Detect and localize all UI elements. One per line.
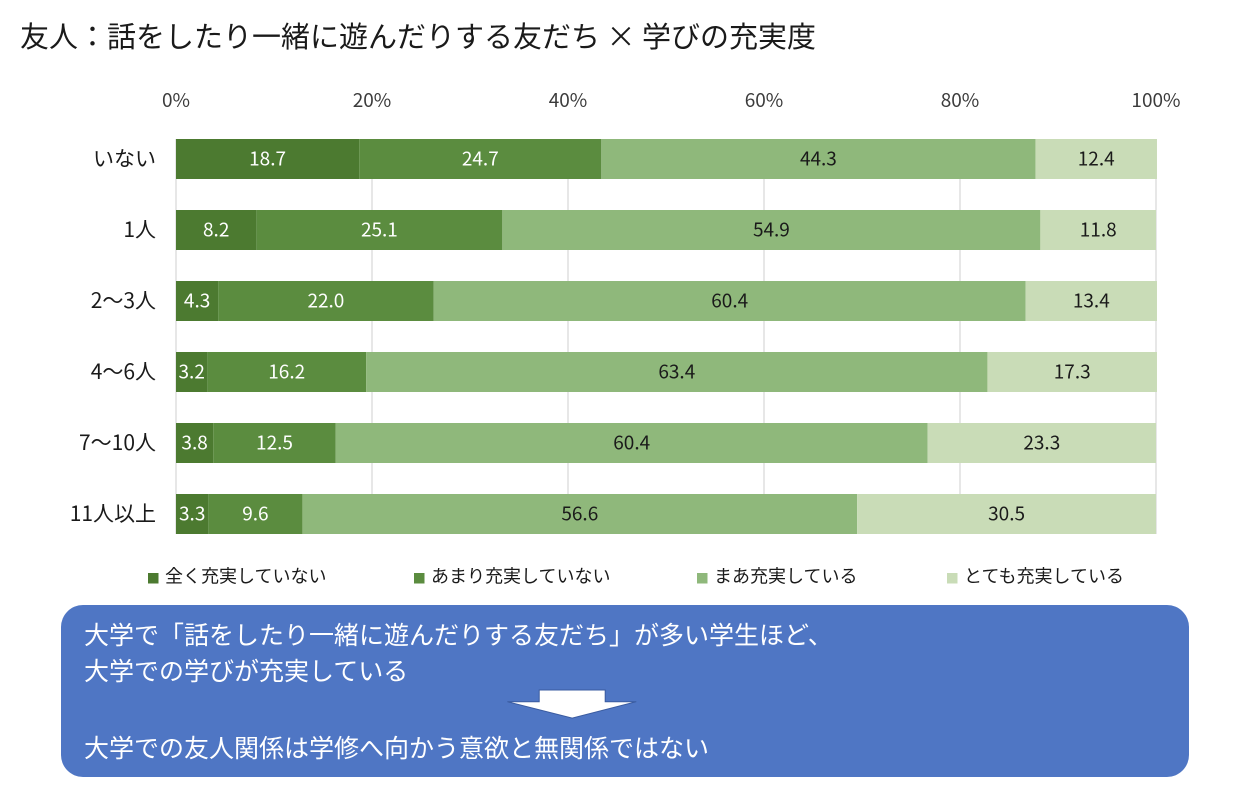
svg-text:とても充実している: とても充実している bbox=[964, 563, 1124, 589]
svg-text:60%: 60% bbox=[745, 86, 784, 113]
svg-text:18.7: 18.7 bbox=[249, 145, 286, 172]
svg-text:17.3: 17.3 bbox=[1054, 358, 1091, 385]
svg-text:7～10人: 7～10人 bbox=[79, 427, 156, 457]
svg-text:60.4: 60.4 bbox=[711, 287, 748, 314]
svg-text:2～3人: 2～3人 bbox=[91, 285, 156, 315]
svg-text:23.3: 23.3 bbox=[1023, 429, 1060, 456]
svg-text:友人：話をしたり一緒に遊んだりする友だち × 学びの充実度: 友人：話をしたり一緒に遊んだりする友だち × 学びの充実度 bbox=[20, 14, 816, 56]
svg-text:80%: 80% bbox=[941, 86, 980, 113]
svg-text:22.0: 22.0 bbox=[307, 287, 344, 314]
svg-text:あまり充実していない: あまり充実していない bbox=[431, 563, 610, 589]
svg-text:100%: 100% bbox=[1131, 86, 1180, 113]
svg-text:大学での友人関係は学修へ向かう意欲と無関係ではない: 大学での友人関係は学修へ向かう意欲と無関係ではない bbox=[84, 729, 709, 765]
svg-text:3.3: 3.3 bbox=[179, 500, 205, 527]
svg-text:11.8: 11.8 bbox=[1080, 216, 1117, 243]
svg-text:1人: 1人 bbox=[123, 214, 156, 244]
svg-text:24.7: 24.7 bbox=[462, 145, 499, 172]
svg-text:大学で「話をしたり一緒に遊んだりする友だち」が多い学生ほど、: 大学で「話をしたり一緒に遊んだりする友だち」が多い学生ほど、 bbox=[84, 616, 833, 652]
svg-text:11人以上: 11人以上 bbox=[70, 498, 156, 528]
svg-text:まあ充実している: まあ充実している bbox=[714, 563, 857, 589]
svg-text:9.6: 9.6 bbox=[242, 500, 268, 527]
svg-text:30.5: 30.5 bbox=[988, 500, 1025, 527]
svg-text:16.2: 16.2 bbox=[268, 358, 305, 385]
svg-text:8.2: 8.2 bbox=[203, 216, 229, 243]
svg-text:40%: 40% bbox=[549, 86, 588, 113]
svg-text:全く充実していない: 全く充実していない bbox=[165, 563, 326, 589]
svg-text:56.6: 56.6 bbox=[561, 500, 598, 527]
svg-text:44.3: 44.3 bbox=[800, 145, 837, 172]
svg-text:13.4: 13.4 bbox=[1073, 287, 1110, 314]
svg-text:12.4: 12.4 bbox=[1078, 145, 1115, 172]
svg-text:54.9: 54.9 bbox=[753, 216, 790, 243]
svg-text:20%: 20% bbox=[353, 86, 392, 113]
svg-text:4～6人: 4～6人 bbox=[91, 356, 156, 386]
svg-text:63.4: 63.4 bbox=[658, 358, 695, 385]
svg-text:3.8: 3.8 bbox=[181, 429, 207, 456]
svg-text:12.5: 12.5 bbox=[256, 429, 293, 456]
svg-text:いない: いない bbox=[93, 143, 156, 173]
svg-text:0%: 0% bbox=[162, 86, 190, 113]
svg-text:4.3: 4.3 bbox=[184, 287, 210, 314]
svg-text:3.2: 3.2 bbox=[179, 358, 205, 385]
svg-text:60.4: 60.4 bbox=[613, 429, 650, 456]
svg-text:25.1: 25.1 bbox=[361, 216, 398, 243]
svg-text:大学での学びが充実している: 大学での学びが充実している bbox=[84, 652, 408, 688]
